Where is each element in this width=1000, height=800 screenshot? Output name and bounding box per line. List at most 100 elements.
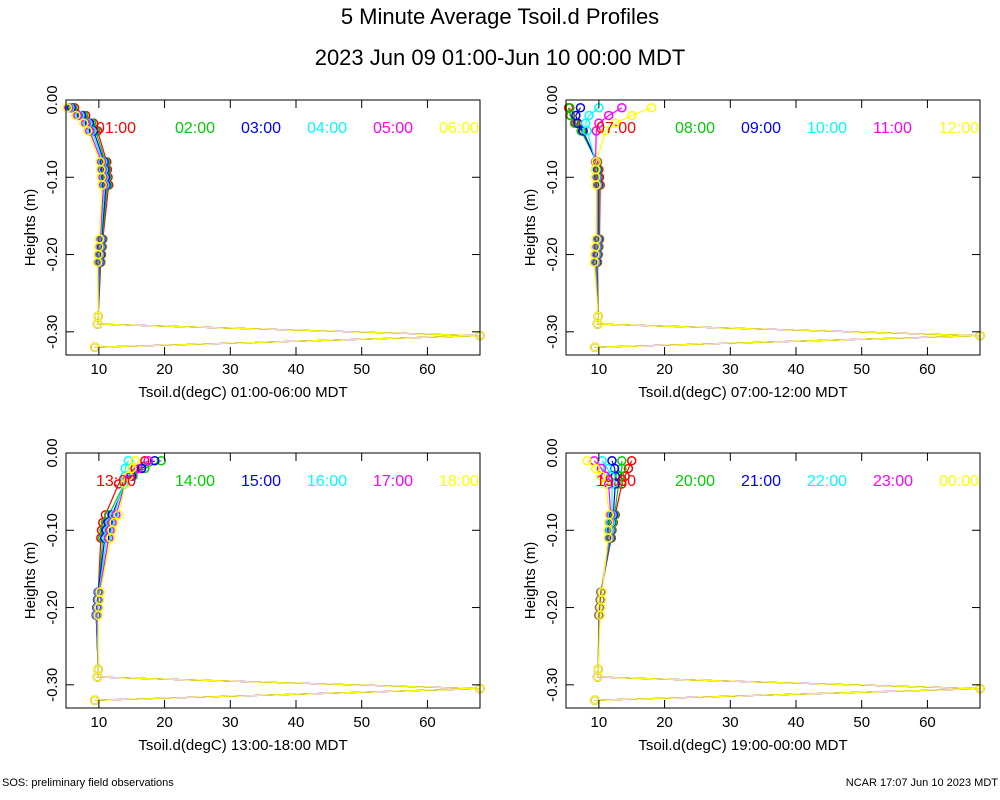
data-point	[136, 463, 147, 474]
y-tick-label: -0.20	[544, 590, 561, 624]
series-line-1900	[594, 460, 981, 701]
x-tick-label: 30	[722, 361, 739, 378]
legend-label-1000: 10:00	[807, 120, 847, 137]
series-line-1000	[585, 107, 981, 348]
x-tick-label: 30	[222, 714, 239, 731]
data-point	[613, 479, 624, 489]
y-tick-label: -0.10	[44, 513, 61, 547]
y-tick-label: -0.30	[44, 668, 61, 702]
data-point	[592, 672, 603, 682]
y-tick-label: -0.30	[544, 315, 561, 349]
y-tick-label: -0.10	[44, 160, 61, 194]
x-tick-label: 20	[656, 714, 673, 731]
legend-label-1500: 15:00	[241, 473, 281, 490]
data-point	[123, 471, 134, 481]
series-line-0700	[568, 107, 981, 348]
series-line-0100	[74, 107, 481, 348]
y-tick-label: -0.10	[544, 513, 561, 547]
footer-timestamp: NCAR 17:07 Jun 10 2023 MDT	[845, 777, 998, 789]
footer-note: SOS: preliminary field observations	[2, 777, 174, 789]
data-point	[590, 463, 601, 474]
data-point	[123, 455, 134, 466]
x-tick-label: 40	[288, 361, 305, 378]
x-tick-label: 50	[353, 361, 370, 378]
legend-label-0300: 03:00	[241, 120, 281, 137]
x-tick-label: 60	[919, 361, 936, 378]
data-point	[82, 126, 93, 136]
series-line-2200	[594, 460, 981, 701]
data-point	[626, 455, 637, 466]
data-point	[591, 126, 601, 136]
series-line-0000	[586, 460, 981, 701]
data-point	[582, 126, 592, 136]
data-point	[113, 479, 124, 489]
x-tick-label: 50	[853, 361, 870, 378]
legend-label-0400: 04:00	[307, 120, 347, 137]
legend-label-1700: 17:00	[373, 473, 413, 490]
series-line-0900	[575, 107, 981, 348]
data-point	[130, 455, 140, 466]
x-tick-label: 20	[156, 361, 173, 378]
y-tick-label: 0.00	[44, 438, 61, 467]
x-axis-label: Tsoil.d(degC) 19:00-00:00 MDT	[638, 737, 847, 754]
legend-label-0500: 05:00	[373, 120, 413, 137]
series-line-1700	[94, 460, 481, 701]
legend-label-1800: 18:00	[439, 473, 479, 490]
legend-label-0000: 00:00	[939, 473, 979, 490]
y-tick-label: 0.00	[544, 438, 561, 467]
data-point	[603, 110, 614, 121]
x-tick-label: 20	[656, 361, 673, 378]
x-tick-label: 10	[91, 714, 108, 731]
data-point	[62, 102, 73, 113]
y-tick-label: 0.00	[544, 85, 561, 114]
x-tick-label: 50	[853, 714, 870, 731]
legend-label-0900: 09:00	[741, 120, 781, 137]
series-line-1300	[94, 460, 481, 701]
legend-label-2100: 21:00	[741, 473, 781, 490]
data-point	[140, 463, 150, 474]
data-point	[78, 118, 89, 128]
legend-label-1600: 16:00	[307, 473, 347, 490]
data-point	[97, 180, 107, 190]
legend-label-0700: 07:00	[596, 120, 636, 137]
plot-frame	[565, 99, 981, 356]
x-axis-label: Tsoil.d(degC) 07:00-12:00 MDT	[638, 384, 847, 401]
x-tick-label: 50	[353, 714, 370, 731]
legend-label-0100: 01:00	[96, 120, 136, 137]
series-line-2100	[594, 460, 981, 701]
x-tick-label: 30	[222, 361, 239, 378]
series-line-0600	[66, 107, 481, 348]
data-point	[596, 471, 607, 481]
page-subtitle: 2023 Jun 09 01:00-Jun 10 00:00 MDT	[314, 45, 686, 70]
data-point	[126, 463, 137, 474]
series-line-0400	[69, 107, 481, 348]
x-tick-label: 60	[419, 361, 436, 378]
series-line-0200	[72, 107, 481, 348]
y-tick-label: 0.00	[44, 85, 61, 114]
data-point	[133, 463, 144, 474]
data-point	[143, 455, 153, 466]
x-tick-label: 40	[788, 714, 805, 731]
data-point	[582, 455, 592, 466]
series-line-1500	[94, 460, 481, 701]
data-point	[584, 110, 594, 121]
x-tick-label: 10	[591, 714, 608, 731]
plot-frame	[65, 452, 481, 709]
legend-label-2300: 23:00	[873, 473, 913, 490]
legend-label-0200: 02:00	[175, 120, 215, 137]
data-point	[149, 455, 160, 466]
data-point	[600, 479, 611, 489]
y-axis-label: Heights (m)	[522, 189, 539, 267]
y-tick-label: -0.20	[544, 237, 561, 271]
data-point	[603, 479, 614, 489]
data-point	[610, 118, 621, 128]
x-tick-label: 40	[288, 714, 305, 731]
data-point	[603, 533, 613, 543]
legend-label-1900: 19:00	[596, 473, 636, 490]
data-point	[71, 110, 81, 121]
data-point	[92, 257, 103, 268]
series-line-1100	[594, 107, 981, 348]
data-point	[120, 479, 130, 489]
legend-label-1400: 14:00	[175, 473, 215, 490]
